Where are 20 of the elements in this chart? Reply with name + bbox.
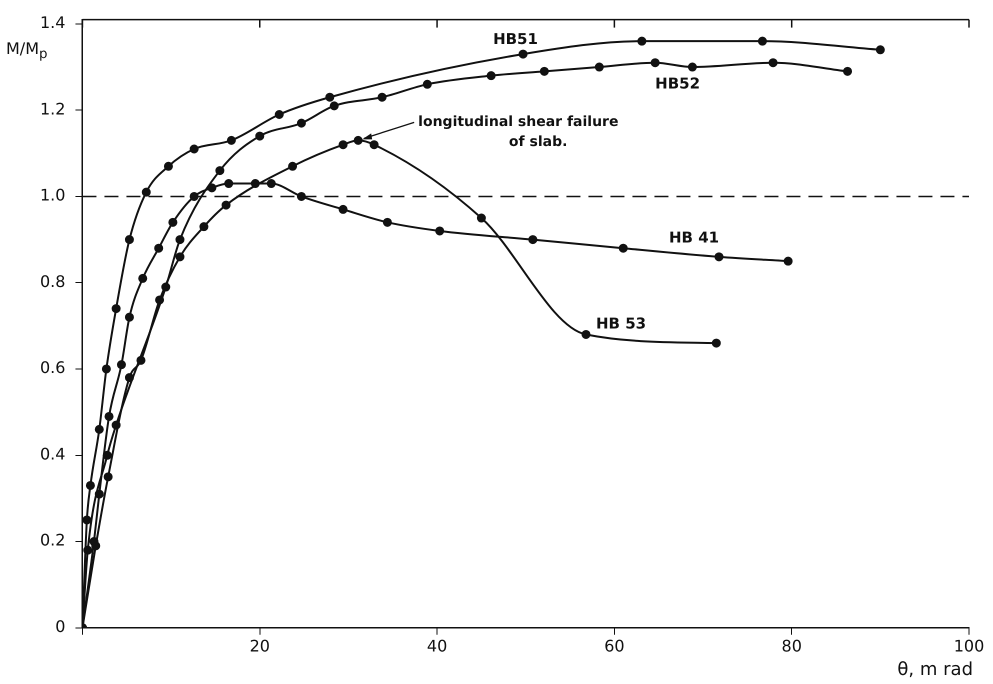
y-tick-label: 0.6 [40,358,66,378]
y-tick-label: 1.4 [40,13,66,32]
x-axis-title: θ, m rad [897,659,973,680]
y-tick-label: 1.2 [40,99,66,118]
x-tick-label: 80 [782,636,802,656]
y-tick-label: 0.2 [40,530,66,550]
series-label: HB51 [493,30,538,48]
y-tick-label: 0 [55,616,66,636]
x-tick-label: 100 [954,636,984,656]
y-axis-title: M/M$_{p}$ [6,39,48,64]
annotation: longitudinal shear failure of slab. [418,114,618,150]
y-tick-label: 0.4 [40,444,66,464]
y-tick-label: 0.8 [40,272,66,291]
x-tick-label: 20 [250,636,270,656]
series-label: HB52 [655,74,700,93]
series-label: HB 41 [668,228,720,247]
y-tick-label: 1.0 [40,186,66,205]
series-label: HB 53 [596,314,646,332]
x-tick-label: 60 [604,636,625,656]
x-tick-label: 40 [426,636,448,656]
